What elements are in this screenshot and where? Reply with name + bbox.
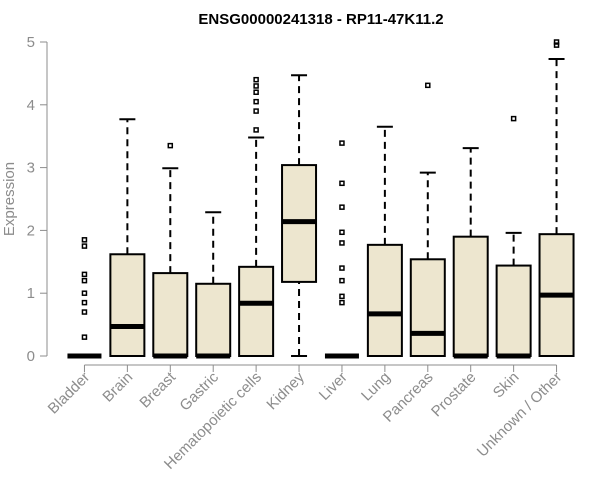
box-group bbox=[366, 125, 403, 357]
box-group bbox=[238, 76, 275, 358]
y-axis-label: Expression bbox=[1, 162, 18, 236]
outlier-point bbox=[253, 76, 259, 83]
outlier-point bbox=[553, 39, 560, 45]
y-tick-label: 4 bbox=[27, 97, 35, 114]
outlier-point bbox=[253, 127, 259, 133]
outlier-point bbox=[553, 42, 560, 48]
outlier-point bbox=[253, 108, 259, 114]
box-group bbox=[281, 74, 318, 357]
outlier-point bbox=[81, 334, 88, 340]
outlier-point bbox=[339, 180, 345, 187]
box-group bbox=[67, 237, 102, 359]
box-group bbox=[538, 39, 575, 357]
box-group bbox=[452, 147, 489, 359]
outlier-point bbox=[339, 240, 345, 246]
x-tick-label: Lung bbox=[358, 369, 394, 405]
outlier-point bbox=[253, 89, 259, 95]
box-group bbox=[495, 115, 532, 359]
y-tick-label: 1 bbox=[27, 285, 35, 302]
y-tick-label: 0 bbox=[27, 348, 35, 365]
outlier-point bbox=[339, 299, 345, 306]
outlier-point bbox=[81, 271, 88, 278]
box-body bbox=[495, 264, 532, 357]
x-tick-label: Skin bbox=[490, 369, 523, 402]
box-group bbox=[324, 140, 359, 359]
box-body bbox=[109, 253, 146, 358]
outlier-point bbox=[339, 293, 345, 300]
y-tick-label: 3 bbox=[27, 160, 35, 177]
outlier-point bbox=[425, 82, 431, 89]
outlier-point bbox=[253, 83, 259, 89]
x-tick-label: Liver bbox=[316, 369, 351, 404]
box-body bbox=[195, 282, 232, 357]
box-body bbox=[366, 243, 403, 357]
x-tick-label: Breast bbox=[136, 368, 179, 411]
outlier-point bbox=[81, 299, 88, 306]
box-series bbox=[67, 39, 575, 359]
x-tick-label: Bladder bbox=[45, 369, 94, 418]
y-tick-label: 5 bbox=[27, 34, 35, 51]
outlier-point bbox=[339, 140, 345, 146]
x-tick-label: Brain bbox=[99, 369, 136, 406]
y-tick-label: 2 bbox=[27, 222, 35, 239]
outlier-point bbox=[81, 237, 88, 243]
outlier-point bbox=[81, 243, 88, 249]
outlier-point bbox=[167, 142, 174, 149]
outlier-point bbox=[339, 265, 345, 271]
outlier-point bbox=[253, 98, 259, 105]
box-body bbox=[238, 265, 275, 358]
x-tick-label: Prostate bbox=[428, 369, 480, 421]
x-tick-label: Kidney bbox=[263, 368, 308, 413]
outlier-point bbox=[81, 277, 88, 284]
box-group bbox=[152, 142, 189, 359]
y-axis: 0 1 2 3 4 5 bbox=[27, 34, 48, 365]
box-group bbox=[409, 82, 446, 357]
box-body bbox=[152, 272, 189, 358]
chart-title: ENSG00000241318 - RP11-47K11.2 bbox=[198, 11, 443, 28]
box-body bbox=[452, 235, 489, 357]
outlier-point bbox=[339, 204, 345, 210]
outlier-point bbox=[81, 290, 88, 296]
box-group bbox=[195, 211, 232, 359]
box-group bbox=[109, 118, 146, 358]
outlier-point bbox=[339, 277, 345, 284]
box-body bbox=[409, 258, 446, 357]
outlier-point bbox=[510, 115, 517, 122]
outlier-point bbox=[81, 309, 88, 315]
outlier-point bbox=[339, 229, 345, 236]
